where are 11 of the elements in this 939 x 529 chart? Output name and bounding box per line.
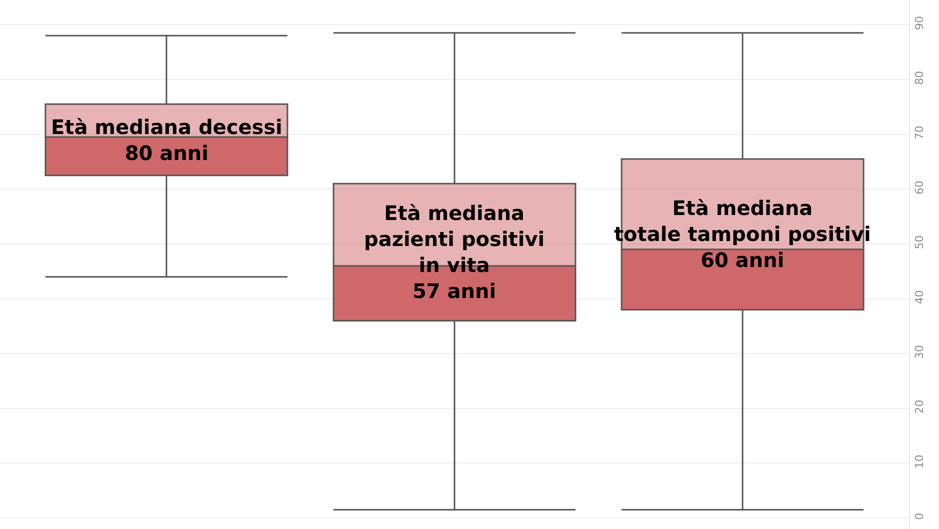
y-tick-label: 40: [913, 290, 926, 304]
y-tick-label: 50: [913, 235, 926, 250]
y-tick-label: 80: [913, 70, 926, 85]
y-tick-label: 10: [913, 454, 926, 469]
y-tick-label: 90: [913, 16, 926, 30]
annotation: Età mediana decessi 80 anni: [51, 115, 282, 165]
y-tick-label: 60: [913, 180, 926, 194]
y-tick-label: 30: [913, 344, 926, 359]
y-tick-label: 0: [913, 512, 926, 520]
y-tick-label: 20: [913, 400, 926, 414]
y-tick-label: 70: [913, 126, 926, 140]
